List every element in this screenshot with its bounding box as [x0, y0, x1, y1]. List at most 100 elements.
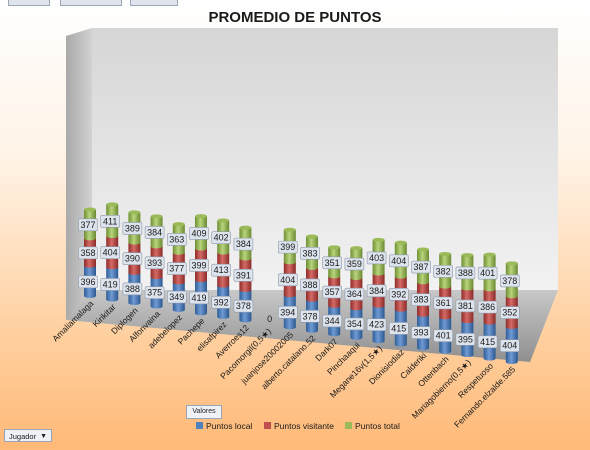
- data-label: 351: [325, 258, 340, 268]
- bar-segment-bottom: [150, 244, 163, 249]
- data-label: 383: [413, 295, 428, 305]
- data-label-box: [388, 288, 409, 301]
- bar-top-cap: [106, 202, 119, 207]
- bar-segment-bottom: [483, 287, 496, 292]
- data-label: 388: [125, 284, 140, 294]
- data-label: 389: [125, 223, 140, 233]
- data-label-box: [344, 257, 365, 271]
- data-label-box: [100, 278, 120, 291]
- data-label: 392: [214, 297, 229, 307]
- bar-segment-bottom: [328, 303, 341, 308]
- data-label: 358: [80, 248, 95, 258]
- data-label-box: [388, 254, 409, 268]
- data-label: 378: [236, 301, 251, 311]
- field-button[interactable]: [8, 0, 50, 6]
- data-label-box: [455, 299, 476, 313]
- data-label-box: [233, 299, 254, 313]
- bar-segment-bottom: [106, 297, 119, 302]
- legend-label: Puntos visitante: [274, 421, 334, 431]
- chevron-down-icon: ▼: [40, 433, 47, 440]
- data-label: 377: [169, 264, 184, 274]
- zero-label: 0: [267, 314, 272, 324]
- data-label-box: [499, 339, 520, 352]
- data-label: 411: [103, 216, 117, 226]
- data-label-box: [388, 322, 409, 335]
- bar-segment-bottom: [217, 250, 230, 255]
- bar-top-cap: [283, 227, 296, 232]
- field-button[interactable]: [130, 0, 178, 6]
- data-label-box: [433, 296, 454, 310]
- bar-segment-bottom: [172, 307, 185, 312]
- bar-segment-bottom: [217, 283, 230, 288]
- data-label: 378: [302, 311, 317, 321]
- bar-segment-bottom: [439, 284, 452, 289]
- data-label-box: [233, 237, 254, 251]
- data-label: 402: [214, 233, 229, 243]
- bar-segment-bottom: [195, 311, 207, 316]
- data-label-box: [78, 275, 98, 289]
- bar-top-cap: [417, 247, 429, 252]
- data-label: 394: [280, 307, 295, 317]
- bar-segment-bottom: [461, 319, 474, 324]
- bar-top-cap: [172, 222, 185, 227]
- legend-swatch: [196, 422, 203, 429]
- data-label: 354: [347, 319, 362, 329]
- data-label-box: [277, 306, 298, 319]
- data-label: 399: [191, 260, 206, 270]
- bar-segment-bottom: [328, 332, 341, 337]
- bar-segment-bottom: [461, 286, 474, 291]
- data-label-box: [189, 259, 209, 272]
- bar-segment-bottom: [283, 325, 296, 330]
- data-label-box: [144, 286, 165, 300]
- data-label-box: [322, 256, 343, 270]
- bar-segment-bottom: [172, 280, 185, 285]
- data-label-box: [211, 295, 231, 309]
- bar-segment-bottom: [394, 342, 407, 347]
- bar-segment-bottom: [328, 274, 341, 279]
- bar-segment-bottom: [239, 318, 252, 323]
- bar-segment-bottom: [128, 270, 141, 275]
- data-label: 384: [369, 286, 384, 296]
- data-label-box: [499, 306, 520, 319]
- bar-segment-bottom: [239, 256, 252, 261]
- values-field-button[interactable]: Valores: [186, 405, 222, 419]
- bar-segment-bottom: [417, 312, 429, 317]
- data-label: 403: [369, 253, 384, 263]
- data-label: 388: [458, 268, 473, 278]
- bar-segment-bottom: [217, 314, 230, 319]
- bar-segment-bottom: [417, 346, 429, 351]
- data-label: 377: [80, 220, 95, 230]
- bar-segment-bottom: [150, 304, 163, 309]
- data-label: 404: [502, 341, 517, 351]
- bar-segment-bottom: [128, 300, 141, 305]
- data-label-box: [167, 262, 187, 275]
- data-label: 393: [413, 328, 428, 338]
- bar-segment-bottom: [505, 294, 518, 299]
- data-label-box: [433, 265, 454, 278]
- data-label: 401: [436, 331, 451, 341]
- bar-top-cap: [217, 218, 230, 223]
- data-label: 349: [169, 292, 184, 302]
- data-label-box: [499, 274, 520, 288]
- bar-top-cap: [150, 214, 163, 219]
- data-label-box: [277, 273, 298, 287]
- field-button-bar: [0, 0, 590, 6]
- data-label: 386: [480, 302, 495, 312]
- bar-top-cap: [239, 225, 252, 230]
- data-label-box: [144, 226, 165, 239]
- data-label-box: [411, 326, 431, 339]
- bar-segment-bottom: [350, 275, 363, 280]
- data-label: 392: [391, 289, 406, 299]
- data-label-box: [78, 246, 98, 260]
- bar-segment-bottom: [417, 280, 429, 285]
- field-button[interactable]: [60, 0, 122, 6]
- jugador-filter-button[interactable]: Jugador ▼: [4, 429, 52, 442]
- data-label: 423: [369, 320, 384, 330]
- data-label: 357: [325, 287, 340, 297]
- bar-segment-bottom: [483, 356, 496, 361]
- bar-top-cap: [195, 214, 207, 219]
- bar-segment-bottom: [505, 360, 518, 364]
- legend-label: Puntos total: [355, 421, 400, 431]
